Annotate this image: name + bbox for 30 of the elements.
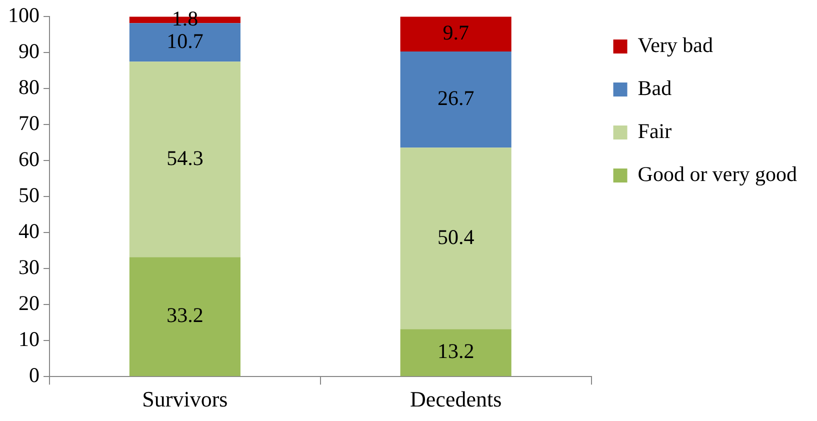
- data-label: 10.7: [166, 28, 204, 53]
- bar: [400, 329, 512, 376]
- data-label: 13.2: [437, 339, 474, 364]
- y-tick-label: 90: [18, 39, 40, 64]
- bar: [400, 52, 512, 148]
- data-label: 9.7: [442, 20, 469, 45]
- y-tick-label: 60: [18, 147, 40, 172]
- bar: [400, 16, 512, 52]
- data-label: 33.2: [166, 303, 204, 328]
- bar: [400, 148, 512, 330]
- legend-label: Very bad: [638, 33, 714, 58]
- bar: [129, 62, 240, 258]
- data-label: 50.4: [437, 224, 475, 249]
- x-tick-label: Survivors: [142, 386, 228, 412]
- x-tick-label: Decedents: [410, 386, 502, 412]
- data-label: 54.3: [166, 146, 204, 170]
- legend-label: Good or very good: [638, 162, 798, 186]
- legend-label: Bad: [638, 76, 672, 100]
- y-tick-label: 40: [18, 219, 40, 244]
- y-tick-label: 50: [18, 183, 40, 208]
- y-tick-label: 70: [18, 111, 40, 136]
- y-tick-label: 100: [8, 3, 40, 28]
- y-tick-label: 10: [18, 327, 40, 352]
- legend-label: Fair: [638, 119, 672, 144]
- y-tick-label: 80: [18, 75, 40, 100]
- y-tick-label: 20: [18, 291, 40, 316]
- y-tick-label: 0: [29, 363, 40, 388]
- data-label: 26.7: [437, 86, 474, 110]
- bar: [129, 257, 240, 376]
- y-tick-label: 30: [18, 255, 40, 280]
